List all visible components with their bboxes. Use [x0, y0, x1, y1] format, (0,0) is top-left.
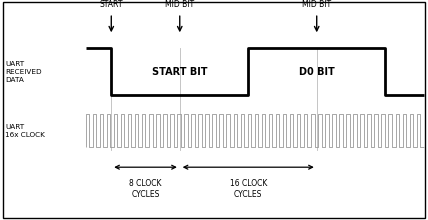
- Text: START: START: [100, 0, 123, 9]
- Text: D0 BIT: D0 BIT: [299, 66, 335, 77]
- Text: 16 CLOCK
CYCLES: 16 CLOCK CYCLES: [229, 179, 267, 199]
- Text: UART
RECEIVED
DATA: UART RECEIVED DATA: [5, 61, 42, 82]
- Text: 8 CLOCK
CYCLES: 8 CLOCK CYCLES: [129, 179, 162, 199]
- Text: UART
16x CLOCK: UART 16x CLOCK: [5, 124, 45, 138]
- Text: MID BIT: MID BIT: [302, 0, 331, 9]
- Text: MID BIT: MID BIT: [165, 0, 194, 9]
- Text: START BIT: START BIT: [152, 66, 208, 77]
